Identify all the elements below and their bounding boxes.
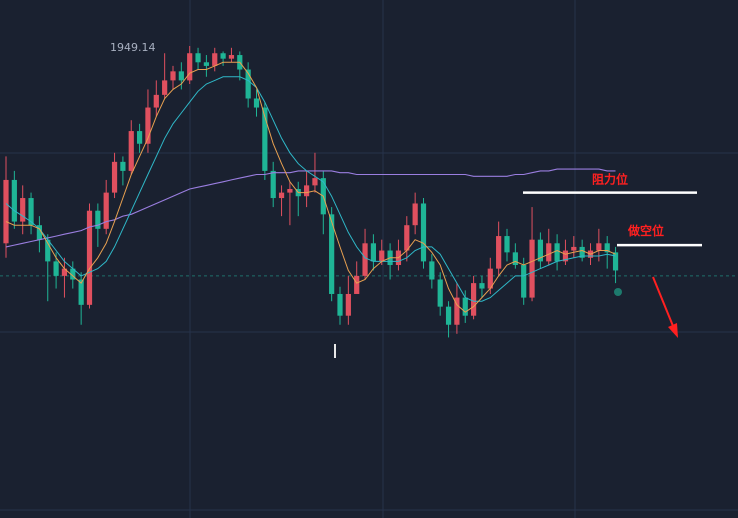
- candle-body: [479, 283, 485, 289]
- candle-body: [120, 161, 126, 171]
- candle-body: [312, 178, 318, 186]
- candle-body: [270, 170, 276, 199]
- resistance-label: 阻力位: [592, 172, 628, 187]
- ma-fast-line: [5, 61, 616, 313]
- candle-body: [78, 279, 84, 305]
- candle-body: [145, 107, 151, 144]
- candle-body: [604, 243, 610, 253]
- candle-body: [36, 225, 42, 240]
- candle-body: [212, 53, 218, 66]
- ma-mid-line: [5, 76, 616, 302]
- candle-body: [554, 243, 560, 262]
- candle-body: [287, 188, 293, 193]
- candle-body: [128, 131, 134, 171]
- candle-body: [278, 192, 285, 199]
- cursor-marker: [334, 344, 336, 358]
- candle-body: [162, 80, 168, 95]
- candle-body: [137, 131, 143, 144]
- ma-slow-line: [5, 168, 616, 248]
- candle-body: [304, 185, 310, 197]
- candle-body: [546, 243, 552, 262]
- candle-body: [111, 161, 118, 193]
- candle-body: [445, 306, 452, 325]
- candle-body: [262, 107, 268, 171]
- candle-body: [178, 71, 184, 81]
- candle-body: [28, 198, 34, 226]
- candle-body: [437, 279, 443, 307]
- candle-body: [3, 179, 9, 244]
- candle-body: [329, 214, 335, 294]
- candle-body: [53, 261, 59, 276]
- candle-body: [61, 268, 68, 276]
- candle-body: [345, 293, 351, 316]
- candle-body: [187, 53, 193, 81]
- candle-body: [70, 268, 76, 280]
- candle-body: [512, 252, 518, 266]
- candle-body: [45, 239, 51, 262]
- candle-body: [379, 250, 385, 262]
- candle-body: [20, 198, 26, 222]
- candle-body: [103, 192, 109, 229]
- candle-body: [596, 243, 602, 251]
- short-entry-label: 做空位: [627, 223, 664, 238]
- candle-body: [521, 265, 527, 298]
- candle-body: [529, 239, 535, 298]
- candle-body: [245, 69, 251, 99]
- candle-body: [220, 53, 226, 59]
- candle-body: [86, 210, 93, 305]
- candle-body: [612, 252, 619, 271]
- candle-body: [354, 275, 360, 294]
- candle-body: [337, 293, 343, 316]
- candle-body: [195, 53, 201, 63]
- candle-body: [203, 62, 209, 66]
- candle-body: [462, 297, 468, 316]
- down-arrow-icon: [652, 276, 678, 338]
- candle-body: [228, 55, 235, 59]
- candle-body: [454, 297, 460, 325]
- candle-body: [487, 268, 493, 289]
- candle-body: [11, 179, 17, 222]
- candle-body: [404, 225, 410, 251]
- candle-body: [496, 236, 502, 269]
- candle-body: [170, 71, 176, 81]
- candle-body: [537, 239, 543, 262]
- candle-body: [153, 94, 159, 108]
- candle-body: [504, 236, 510, 253]
- candle-body: [471, 283, 477, 316]
- candle-body: [370, 243, 376, 262]
- candle-body: [420, 203, 427, 262]
- candle-body: [253, 98, 260, 108]
- candle-body: [95, 210, 101, 229]
- high-price-label: 1949.14: [110, 41, 156, 54]
- candle-body: [579, 246, 585, 258]
- candle-body: [412, 203, 418, 226]
- candle-body: [571, 246, 577, 251]
- candles: [3, 46, 619, 338]
- candle-body: [562, 250, 569, 262]
- last-price-glow: [614, 288, 622, 296]
- candle-body: [362, 243, 368, 276]
- candle-body: [429, 261, 435, 280]
